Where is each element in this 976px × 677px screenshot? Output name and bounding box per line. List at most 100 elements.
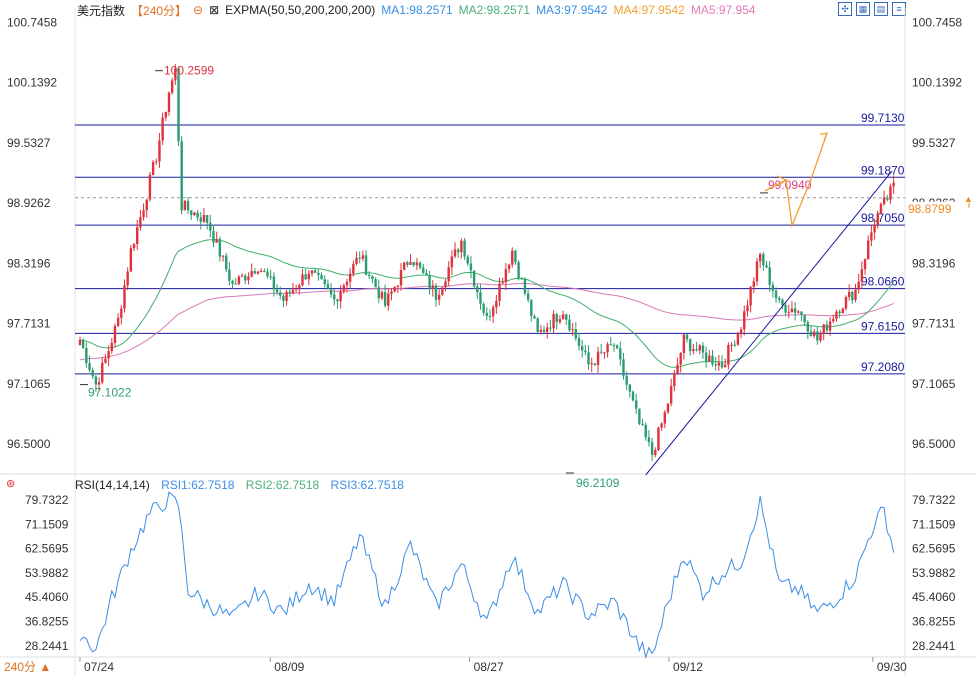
candle-body-128 [485,312,489,316]
x-tick-3: 09/12 [673,660,703,674]
candle-body-18 [136,227,139,245]
candle-body-126 [479,292,482,304]
price-tick-right-0: 100.7458 [912,15,962,29]
candle-body-213 [755,261,759,282]
rsi-tick-right-3: 53.9882 [912,566,956,580]
candle-body-203 [723,364,727,368]
candle-body-196 [701,345,705,353]
period-button[interactable]: 240分 ▲ [4,660,52,674]
rsi-tick-left-3: 53.9882 [25,566,69,580]
candle-body-211 [749,286,752,306]
candle-body-186 [669,386,673,404]
candle-body-85 [348,273,352,282]
price-tick-left-0: 100.7458 [7,15,57,29]
candle-body-56 [256,271,260,274]
rsi-header: RSI(14,14,14) RSI1:62.7518 RSI2:62.7518 … [75,478,412,492]
layout-icon[interactable]: ▤ [874,2,888,16]
candle-body-235 [825,324,829,331]
candle-body-66 [288,291,291,294]
price-tick-left-5: 97.7131 [7,317,51,331]
candle-body-89 [361,255,365,259]
candle-body-153 [565,314,568,320]
ema-50-line [79,239,894,368]
candle-body-129 [488,315,492,317]
candle-body-219 [774,290,778,298]
candle-body-192 [689,339,692,352]
candle-body-245 [857,281,860,290]
candle-body-45 [221,255,225,257]
candle-body-75 [317,272,320,276]
candle-body-84 [345,281,349,286]
price-tick-right-7: 96.5000 [912,437,956,451]
candle-body-109 [425,273,428,276]
candle-body-227 [800,311,803,315]
candle-body-29 [170,80,174,93]
candle-body-108 [422,267,425,274]
high-label: 100.2599 [164,64,214,78]
candle-body-5 [94,376,98,385]
candle-body-12 [116,317,120,327]
candle-body-176 [638,408,641,424]
period-label[interactable]: 【240分】 [131,3,188,18]
grid-icon[interactable]: ▦ [856,2,870,16]
candle-body-152 [561,314,565,320]
candle-body-2 [85,347,88,364]
candle-body-205 [730,344,733,346]
level-label-1: 99.1870 [861,163,905,177]
rsi-tick-left-6: 28.2441 [25,639,69,653]
candle-body-122 [466,256,469,264]
candle-body-96 [383,292,387,306]
candle-body-225 [793,308,797,313]
candle-body-118 [453,249,457,257]
candle-body-138 [517,262,520,279]
candle-body-256 [892,182,895,187]
candle-body-154 [568,319,571,331]
candle-body-73 [310,270,314,274]
candle-body-132 [498,283,501,301]
candle-body-6 [97,382,101,385]
price-tick-right-1: 100.1392 [912,76,962,90]
candle-body-25 [158,140,161,162]
candle-body-13 [120,308,123,318]
candle-body-42 [212,230,215,243]
candle-body-150 [555,314,558,323]
candle-body-151 [558,319,562,323]
ma5-label: MA5:97.954 [690,3,756,17]
candle-body-37 [196,212,199,218]
candle-body-44 [218,238,222,257]
candle-body-76 [320,275,323,280]
candle-body-246 [860,269,864,282]
rsi1-label: RSI1:62.7518 [161,478,235,492]
candle-body-170 [619,348,622,360]
candle-body-57 [259,270,263,272]
price-tick-left-7: 96.5000 [7,437,51,451]
period-toggle-icon[interactable]: ⊖ [193,3,204,17]
candle-body-93 [374,279,377,288]
candle-body-221 [781,299,784,305]
candle-body-87 [355,257,358,265]
candle-body-63 [279,292,282,296]
candle-body-60 [269,276,272,278]
rsi-line [79,491,895,660]
candle-body-179 [647,437,651,443]
candle-body-220 [778,297,781,300]
rsi-tick-left-0: 79.7322 [25,493,69,507]
candle-body-114 [441,287,444,295]
candle-body-78 [326,283,330,290]
rsi-tick-right-6: 28.2441 [912,639,956,653]
candle-body-208 [739,329,743,334]
indicator-icon[interactable]: ⊠ [209,3,220,17]
crosshair-icon[interactable]: ✣ [838,2,852,16]
candle-body-72 [307,273,311,280]
candle-body-185 [666,403,670,413]
candle-body-141 [526,293,530,300]
candle-body-123 [469,263,473,271]
candle-body-168 [612,344,616,346]
candle-body-206 [733,344,736,346]
candle-body-88 [358,257,361,259]
candle-body-177 [641,423,644,425]
rsi-tick-right-1: 71.1509 [912,517,956,531]
candle-body-193 [692,349,695,352]
price-tick-right-6: 97.1065 [912,377,956,391]
